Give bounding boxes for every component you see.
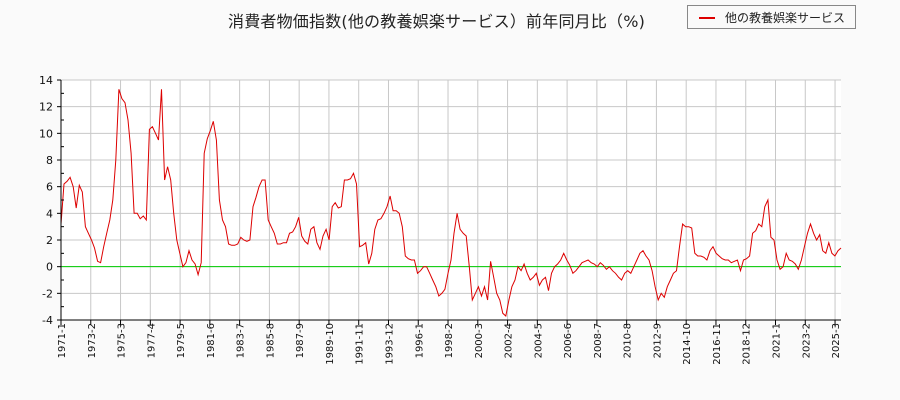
y-tick-label: 8 [46,154,53,167]
legend-label: 他の教養娯楽サービス [725,11,846,25]
x-tick-label: 1989-10 [325,323,336,365]
x-tick-label: 2004-5 [533,323,544,358]
x-tick-label: 1993-12 [384,323,395,365]
x-tick-label: 2025-3 [831,323,842,358]
data-series-line [60,89,842,317]
y-tick-label: 2 [46,234,53,247]
x-tick-label: 2010-8 [623,323,634,358]
x-tick-label: 1971-1 [57,323,68,358]
y-axis-ticks: 14 12 10 8 6 4 2 0 -2 -4 [39,74,53,327]
y-tick-label: 0 [46,261,53,274]
x-tick-label: 2012-9 [652,323,663,358]
x-tick-label: 1979-5 [176,323,187,358]
x-tick-label: 1973-2 [87,323,98,358]
x-tick-label: 1996-1 [414,323,425,358]
x-tick-label: 2002-4 [504,323,515,358]
x-tick-label: 1977-4 [146,323,157,358]
plot-area [61,80,841,320]
y-tick-label: 14 [39,74,53,87]
x-tick-label: 1975-3 [117,323,128,358]
x-tick-label: 1985-8 [265,323,276,358]
x-axis-ticks: 1971-1 1973-2 1975-3 1977-4 1979-5 1981-6 1983… [57,323,842,365]
y-tick-label: -4 [42,314,53,327]
x-tick-label: 2021-1 [772,323,783,358]
y-tick-label: 10 [39,127,53,140]
y-tick-label: 12 [39,101,53,114]
x-tick-label: 1983-7 [236,323,247,358]
chart-title: 消費者物価指数(他の教養娯楽サービス）前年同月比（%) [228,12,646,31]
legend-swatch-line-icon [699,17,715,19]
y-tick-label: -2 [42,287,53,300]
y-tick-label: 4 [46,207,53,220]
axes [57,79,841,325]
x-tick-label: 2000-3 [474,323,485,358]
x-tick-label: 1981-6 [206,323,217,358]
x-tick-label: 1991-11 [355,323,366,365]
x-tick-label: 1998-2 [444,323,455,358]
x-tick-label: 1987-9 [295,323,306,358]
legend: 他の教養娯楽サービス [687,5,856,29]
y-tick-label: 6 [46,181,53,194]
x-tick-label: 2014-10 [682,323,693,365]
x-tick-label: 2008-7 [593,323,604,358]
x-tick-label: 2006-6 [563,323,574,358]
x-tick-label: 2018-12 [742,323,753,365]
x-tick-label: 2023-2 [801,323,812,358]
gridlines [61,79,841,320]
x-tick-label: 2016-11 [712,323,723,365]
